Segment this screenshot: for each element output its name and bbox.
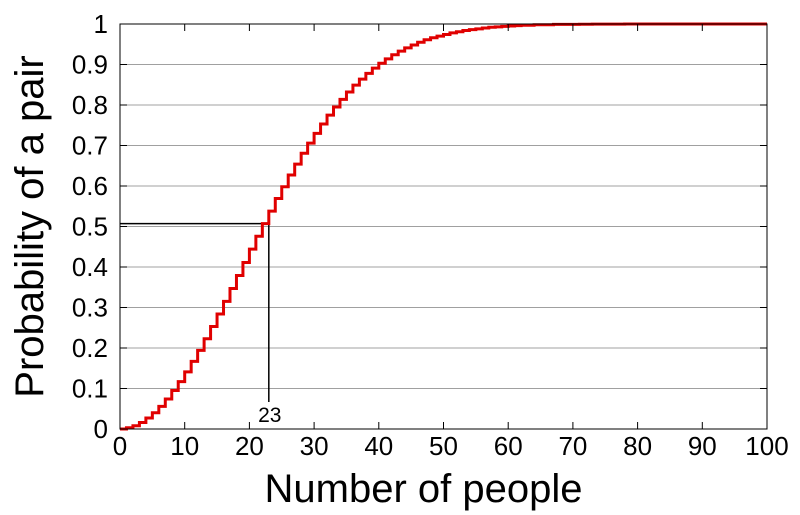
x-tick-label: 70 [558, 431, 587, 461]
y-tick-label: 0.3 [72, 293, 108, 323]
x-tick-label: 40 [364, 431, 393, 461]
x-tick-label: 90 [688, 431, 717, 461]
x-tick-label: 20 [235, 431, 264, 461]
x-tick-label: 100 [745, 431, 788, 461]
x-tick-label: 10 [170, 431, 199, 461]
y-tick-label: 0.4 [72, 252, 108, 282]
y-tick-label: 0.5 [72, 212, 108, 242]
y-tick-label: 0.6 [72, 171, 108, 201]
grid-lines [120, 64, 767, 389]
x-tick-label: 80 [623, 431, 652, 461]
x-tick-label: 50 [429, 431, 458, 461]
y-tick-label: 0.1 [72, 374, 108, 404]
y-tick-label: 0.2 [72, 333, 108, 363]
y-tick-label: 1 [94, 9, 108, 39]
x-axis-title: Number of people [265, 467, 583, 511]
x-tick-label: 60 [494, 431, 523, 461]
y-tick-label: 0 [94, 414, 108, 444]
y-axis-ticks: 0 0.1 0.2 0.3 0.4 0.5 0.6 0.7 0.8 0.9 1 [72, 9, 767, 444]
x-axis-ticks: 0 10 20 30 40 50 60 70 80 90 100 [113, 24, 789, 461]
y-axis-title: Probability of a pair [8, 55, 52, 397]
annotation-lines [120, 222, 270, 402]
x-tick-label: 30 [300, 431, 329, 461]
y-tick-label: 0.8 [72, 90, 108, 120]
y-tick-label: 0.7 [72, 131, 108, 161]
x-tick-label: 0 [113, 431, 127, 461]
y-tick-label: 0.9 [72, 50, 108, 80]
annotation-label: 23 [258, 404, 281, 427]
